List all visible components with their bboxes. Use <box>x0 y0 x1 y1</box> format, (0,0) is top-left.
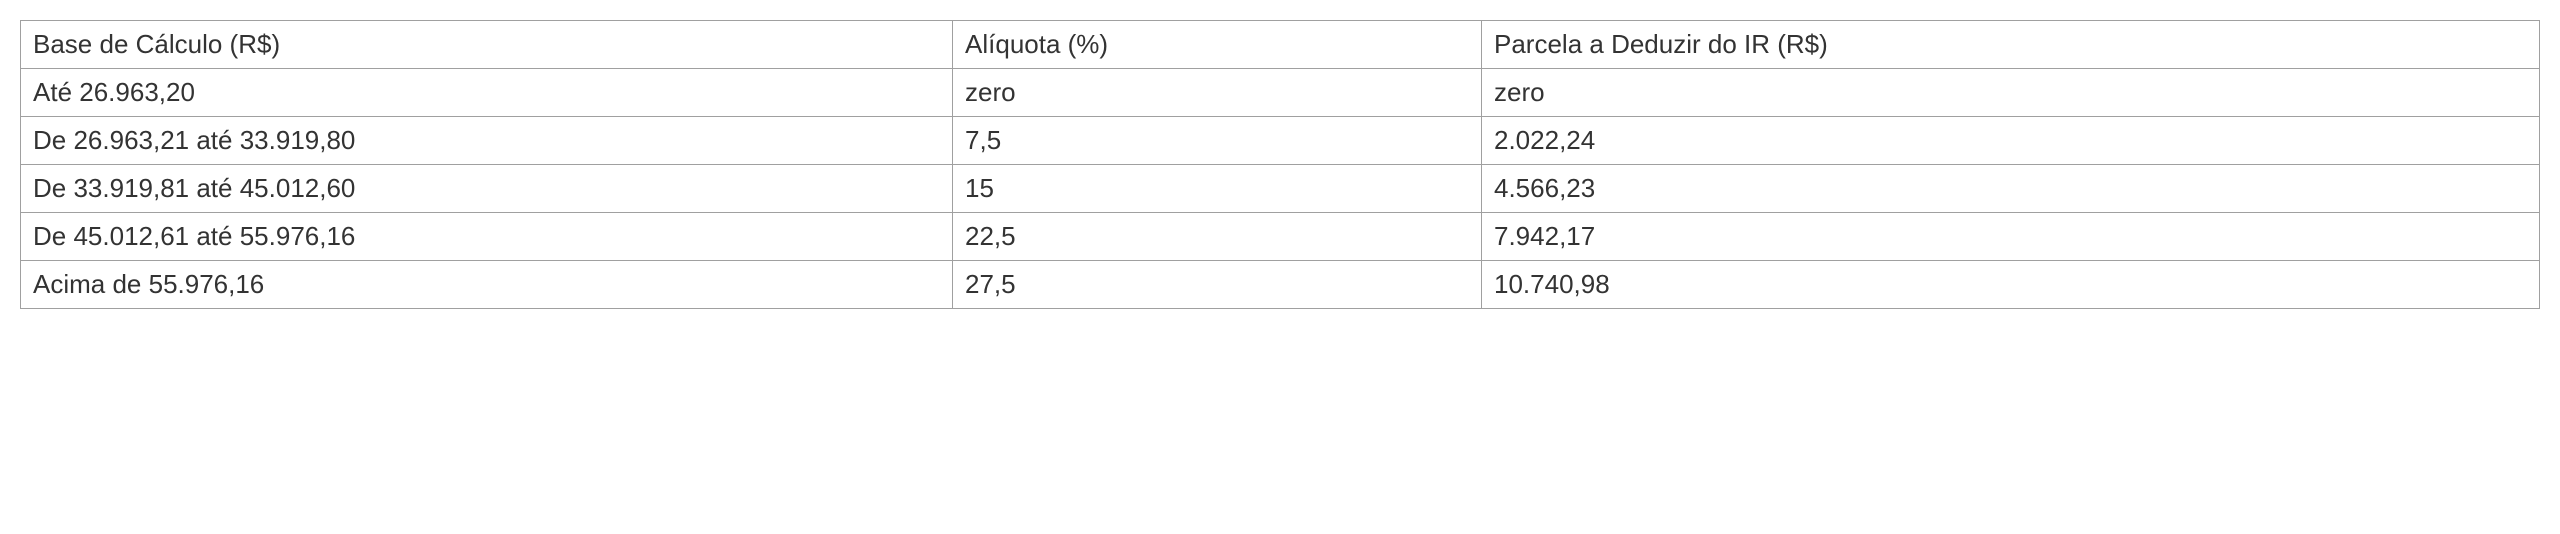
cell-base: De 33.919,81 até 45.012,60 <box>21 165 953 213</box>
cell-aliquota: 22,5 <box>953 213 1482 261</box>
cell-aliquota: 27,5 <box>953 261 1482 309</box>
column-header-aliquota: Alíquota (%) <box>953 21 1482 69</box>
cell-base: Até 26.963,20 <box>21 69 953 117</box>
cell-parcela: zero <box>1482 69 2540 117</box>
cell-parcela: 10.740,98 <box>1482 261 2540 309</box>
table-row: Até 26.963,20 zero zero <box>21 69 2540 117</box>
cell-parcela: 4.566,23 <box>1482 165 2540 213</box>
table-row: Acima de 55.976,16 27,5 10.740,98 <box>21 261 2540 309</box>
cell-aliquota: zero <box>953 69 1482 117</box>
cell-aliquota: 15 <box>953 165 1482 213</box>
cell-base: De 45.012,61 até 55.976,16 <box>21 213 953 261</box>
column-header-parcela: Parcela a Deduzir do IR (R$) <box>1482 21 2540 69</box>
cell-parcela: 7.942,17 <box>1482 213 2540 261</box>
table-row: De 26.963,21 até 33.919,80 7,5 2.022,24 <box>21 117 2540 165</box>
table-row: De 45.012,61 até 55.976,16 22,5 7.942,17 <box>21 213 2540 261</box>
table-header-row: Base de Cálculo (R$) Alíquota (%) Parcel… <box>21 21 2540 69</box>
cell-aliquota: 7,5 <box>953 117 1482 165</box>
table-row: De 33.919,81 até 45.012,60 15 4.566,23 <box>21 165 2540 213</box>
cell-parcela: 2.022,24 <box>1482 117 2540 165</box>
cell-base: Acima de 55.976,16 <box>21 261 953 309</box>
column-header-base: Base de Cálculo (R$) <box>21 21 953 69</box>
cell-base: De 26.963,21 até 33.919,80 <box>21 117 953 165</box>
tax-brackets-table: Base de Cálculo (R$) Alíquota (%) Parcel… <box>20 20 2540 309</box>
